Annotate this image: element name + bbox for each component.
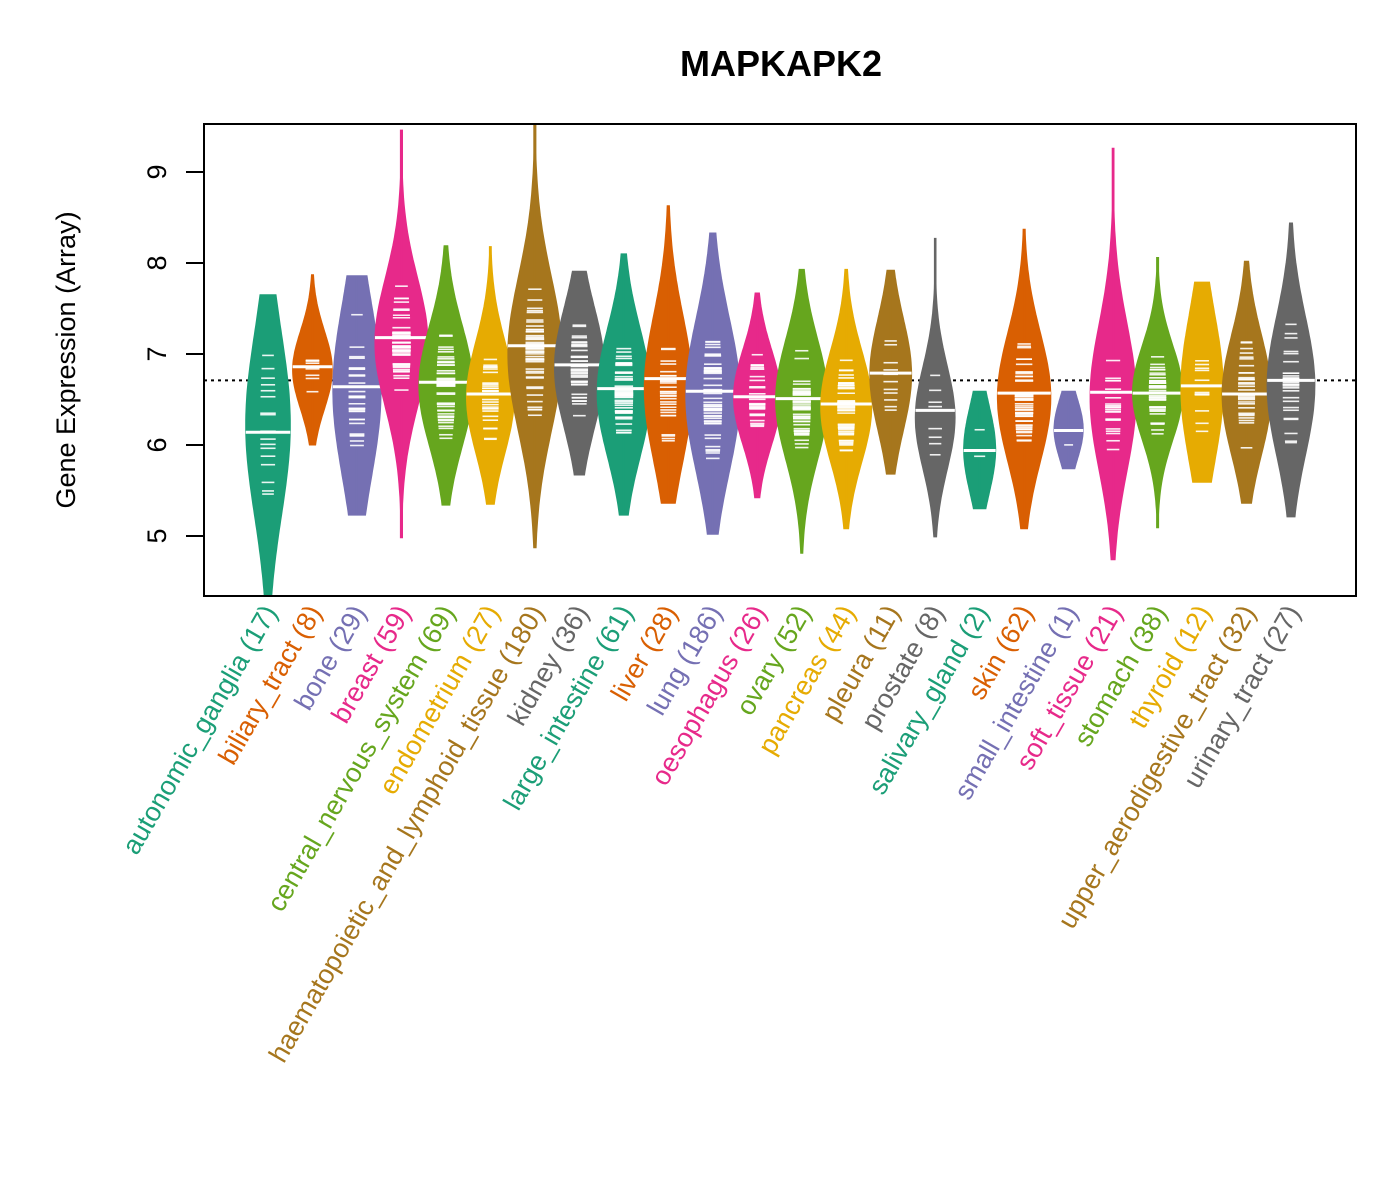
y-axis-label: Gene Expression (Array)	[51, 211, 81, 508]
violin-oesophagus	[733, 292, 782, 499]
violin-pancreas	[820, 268, 873, 530]
violin-stomach	[1131, 257, 1184, 529]
violins	[245, 123, 1316, 596]
violin-central-nervous-system	[418, 245, 474, 506]
chart-title: MAPKAPK2	[680, 43, 882, 84]
violin-lung	[685, 232, 741, 535]
violin-ovary	[775, 268, 829, 554]
y-tick-label: 7	[142, 346, 172, 361]
violin-autonomic-ganglia	[245, 294, 291, 596]
plot-frame	[203, 123, 1357, 597]
violin-pleura	[869, 269, 913, 475]
violin-kidney	[554, 270, 605, 476]
y-tick-label: 9	[142, 164, 172, 179]
violin-endometrium	[465, 246, 515, 505]
violin-haematopoietic-and-lymphoid-tissue	[507, 123, 563, 549]
y-axis: 5 6 7 8 9	[142, 164, 204, 544]
violin-salivary-gland	[963, 390, 997, 510]
violin-liver	[643, 205, 693, 504]
violin-soft-tissue	[1089, 147, 1137, 561]
violin-prostate	[914, 237, 956, 538]
violin-large-intestine	[596, 253, 652, 516]
violin-biliary-tract	[292, 274, 333, 446]
violin-breast	[374, 129, 429, 539]
x-axis-labels: autonomic_ganglia (17)biliary_tract (8)b…	[116, 600, 1306, 1067]
violin-upper-aerodigestive-tract	[1221, 260, 1272, 504]
violin-small-intestine	[1053, 390, 1084, 470]
violin-thyroid	[1180, 281, 1224, 483]
y-tick-label: 5	[142, 528, 172, 543]
y-tick-label: 6	[142, 437, 172, 452]
violin-urinary-tract	[1266, 222, 1316, 518]
violin-skin	[996, 228, 1052, 530]
violin-bone	[332, 275, 382, 516]
y-tick-label: 8	[142, 255, 172, 270]
